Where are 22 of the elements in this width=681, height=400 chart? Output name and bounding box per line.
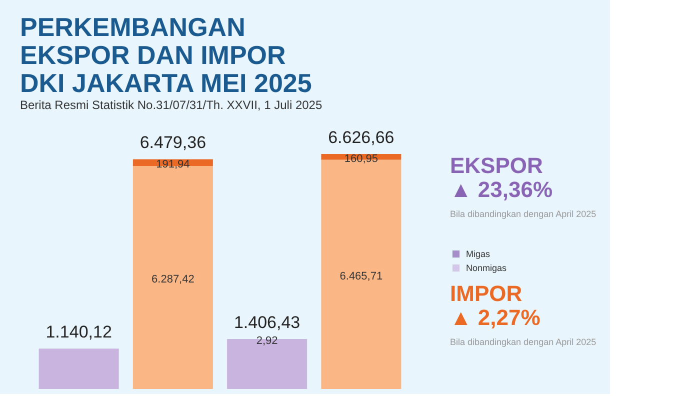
total-label: 1.140,12: [46, 322, 112, 342]
text: EKSPOR DAN IMPOR: [20, 40, 286, 70]
data-label: 191,94: [156, 158, 190, 171]
text: Bila dibandingkan dengan April 2025: [450, 337, 596, 347]
bar: [38, 348, 119, 389]
data-label: 160,95: [344, 152, 378, 165]
text: EKSPOR: [450, 153, 544, 178]
text: DKI JAKARTA MEI 2025: [20, 68, 312, 98]
data-label: 2,92: [256, 335, 278, 348]
total-label: 6.626,66: [328, 128, 394, 147]
legend-label: Migas: [466, 249, 491, 259]
text: ▲ 2,27%: [450, 305, 540, 330]
legend-label: Nonmigas: [466, 263, 508, 273]
chart-subtitle: Berita Resmi Statistik No.31/07/31/Th. XXVII, 1 Juli 2025: [20, 98, 322, 112]
text: Bila dibandingkan dengan April 2025: [450, 209, 596, 219]
text: IMPOR: [450, 281, 522, 306]
total-label: 6.479,36: [140, 133, 206, 152]
data-label: 6.465,71: [340, 270, 383, 282]
data-label: 6.287,42: [152, 274, 194, 286]
text: PERKEMBANGAN: [20, 12, 246, 42]
text: ▲ 23,36%: [450, 177, 553, 202]
total-label: 1.406,43: [234, 313, 300, 332]
